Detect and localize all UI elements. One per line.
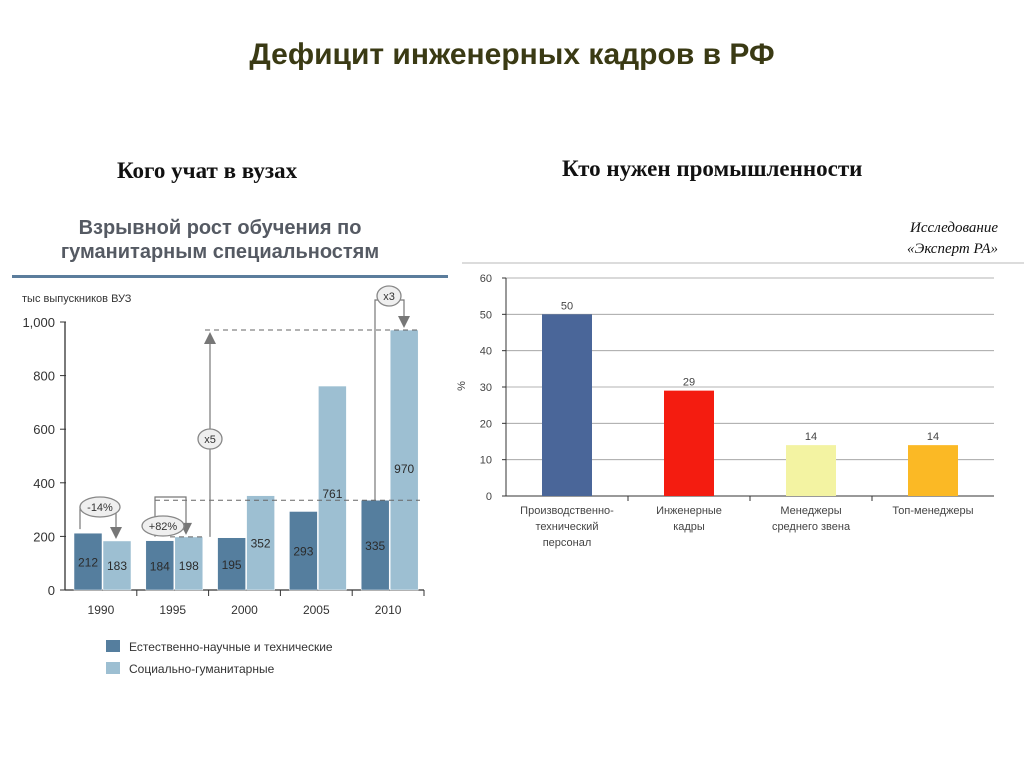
left-bar-tech: [360, 499, 390, 591]
left-growth-arrowhead: [204, 332, 216, 345]
source-note: Исследование «Эксперт РА»: [907, 218, 998, 260]
left-y-tick-label: 800: [33, 369, 55, 384]
right-y-tick-label: 40: [480, 346, 492, 358]
left-annotation-badge: [197, 428, 223, 450]
left-x-tick-label: 2010: [375, 603, 402, 617]
left-bar-value-label: 761: [322, 487, 342, 501]
left-y-tick-label: 400: [33, 476, 55, 491]
left-x-tick-label: 2005: [303, 603, 330, 617]
right-x-tick-label: Топ-менеджеры: [892, 505, 973, 517]
right-y-axis-label: %: [456, 381, 468, 391]
left-bar-hum: [318, 385, 347, 591]
right-y-tick-label: 20: [480, 418, 492, 430]
left-y-tick-label: 200: [33, 529, 55, 544]
left-chart-title-rule: [12, 275, 448, 278]
left-bar-value-label: 183: [107, 559, 127, 573]
left-annotation-badge: [79, 496, 121, 518]
left-annotation-badge: [376, 285, 402, 307]
right-bar: [908, 445, 958, 496]
right-x-tick-label: Инженерные кадры: [656, 505, 722, 533]
left-annotation-label: +82%: [149, 521, 178, 533]
left-bar-hum: [102, 540, 132, 591]
left-bar-value-label: 184: [150, 559, 170, 573]
left-annotation-label: x5: [204, 434, 216, 446]
right-x-tick-label: Менеджеры среднего звена: [772, 505, 851, 533]
left-bar-tech: [217, 537, 246, 591]
right-y-tick-label: 50: [480, 309, 492, 321]
left-annotation-label: x3: [383, 291, 395, 303]
right-y-tick-label: 10: [480, 455, 492, 467]
left-bar-value-label: 212: [78, 556, 98, 570]
left-minus14-arrowhead: [110, 526, 122, 539]
right-chart-top-rule: [462, 262, 1024, 264]
left-bar-tech: [145, 540, 175, 591]
right-y-tick-label: 60: [480, 273, 492, 285]
slide-title: Дефицит инженерных кадров в РФ: [249, 38, 775, 71]
left-annotation-badge: [141, 515, 185, 537]
left-legend-label: Естественно-научные и технические: [129, 640, 333, 654]
left-x-tick-label: 1990: [88, 603, 115, 617]
left-y-tick-label: 1,000: [22, 315, 55, 330]
right-bar-value-label: 50: [561, 300, 573, 312]
left-legend-swatch: [106, 640, 120, 652]
left-legend-label: Социально-гуманитарные: [129, 662, 275, 676]
right-bar: [542, 314, 592, 496]
right-chart-heading: Кто нужен промышленности: [562, 156, 863, 181]
right-bar-value-label: 14: [805, 431, 817, 443]
left-x3-arrowhead: [398, 316, 410, 329]
right-bar: [786, 445, 836, 496]
left-x-tick-label: 1995: [159, 603, 186, 617]
right-y-tick-label: 30: [480, 382, 492, 394]
left-chart-heading: Кого учат в вузах: [117, 158, 298, 183]
left-bar-value-label: 970: [394, 462, 414, 476]
left-chart-title: Взрывной рост обучения по гуманитарным с…: [20, 216, 420, 264]
left-bar-value-label: 198: [179, 559, 199, 573]
right-y-tick-label: 0: [486, 491, 492, 503]
source-note-line2: «Эксперт РА»: [907, 241, 998, 257]
left-bar-value-label: 195: [222, 558, 242, 572]
right-bar-value-label: 29: [683, 377, 695, 389]
left-y-tick-label: 0: [48, 583, 55, 598]
left-bar-hum: [174, 536, 204, 591]
right-x-tick-label: Производственно-технический персонал: [520, 505, 614, 549]
source-note-line1: Исследование: [910, 220, 998, 236]
left-bar-value-label: 293: [293, 545, 313, 559]
left-y-tick-label: 600: [33, 422, 55, 437]
left-bar-tech: [289, 511, 318, 591]
right-bar-value-label: 14: [927, 431, 939, 443]
left-bar-value-label: 335: [365, 539, 385, 553]
left-chart-title-line2: гуманитарным специальностям: [60, 241, 380, 263]
right-bar: [664, 390, 714, 496]
left-x-tick-label: 2000: [231, 603, 258, 617]
left-bar-tech: [73, 532, 103, 591]
left-annotation-label: -14%: [87, 502, 113, 514]
left-legend-swatch: [106, 662, 120, 674]
left-bar-value-label: 352: [251, 537, 271, 551]
left-y-unit-label: тыс выпускников ВУЗ: [22, 293, 132, 305]
left-bar-hum: [246, 495, 275, 591]
left-chart-title-line1: Взрывной рост обучения по: [78, 217, 362, 239]
